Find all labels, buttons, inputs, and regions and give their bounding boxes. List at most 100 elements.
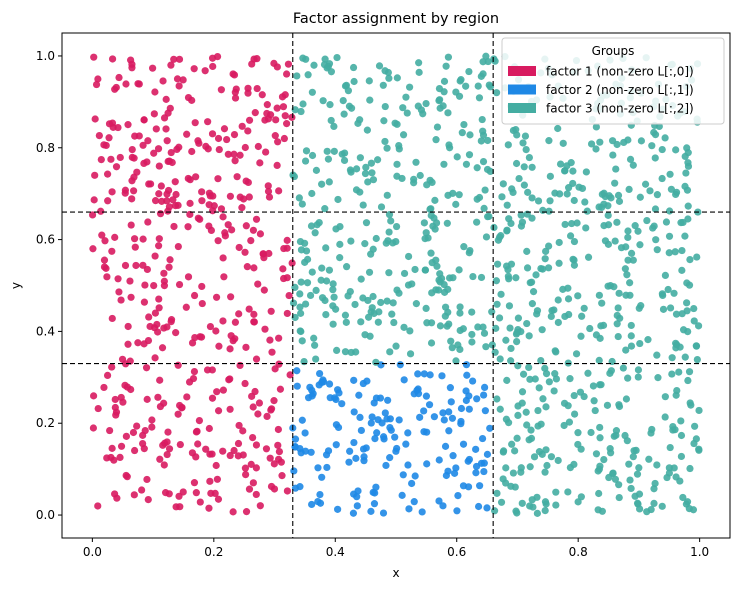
data-point bbox=[519, 370, 528, 378]
data-point bbox=[582, 224, 590, 232]
data-point bbox=[273, 63, 281, 71]
data-point bbox=[613, 311, 621, 320]
data-point bbox=[291, 106, 299, 114]
data-point bbox=[504, 272, 512, 280]
legend-entry-label: factor 2 (non-zero L[:,1]) bbox=[546, 83, 694, 97]
data-point bbox=[276, 385, 285, 393]
data-point bbox=[545, 242, 553, 250]
data-point bbox=[612, 165, 620, 173]
data-point bbox=[677, 431, 686, 440]
data-point bbox=[464, 457, 472, 465]
data-point bbox=[329, 286, 337, 294]
data-point bbox=[301, 300, 310, 308]
data-point bbox=[456, 345, 464, 354]
data-point bbox=[568, 219, 576, 228]
data-point bbox=[315, 219, 323, 227]
data-point bbox=[332, 225, 340, 233]
data-point bbox=[452, 88, 460, 96]
data-point bbox=[229, 508, 237, 516]
data-point bbox=[677, 452, 686, 461]
data-point bbox=[250, 264, 258, 272]
x-tick-label: 0.2 bbox=[204, 545, 223, 559]
data-point bbox=[345, 458, 353, 466]
data-point bbox=[373, 429, 381, 437]
data-point bbox=[595, 356, 603, 364]
data-point bbox=[230, 71, 239, 79]
data-point bbox=[448, 414, 457, 422]
data-point bbox=[477, 273, 486, 282]
data-point bbox=[389, 299, 397, 307]
data-point bbox=[263, 412, 271, 421]
legend-swatch bbox=[508, 103, 536, 113]
data-point bbox=[244, 89, 252, 97]
data-point bbox=[652, 236, 660, 244]
data-point bbox=[479, 323, 487, 331]
data-point bbox=[267, 307, 275, 315]
data-point bbox=[270, 397, 278, 405]
data-point bbox=[690, 317, 698, 325]
data-point bbox=[502, 464, 510, 472]
data-point bbox=[298, 337, 306, 345]
data-point bbox=[444, 53, 453, 61]
data-point bbox=[142, 364, 151, 372]
data-point bbox=[371, 434, 379, 443]
data-point bbox=[672, 190, 680, 198]
data-point bbox=[678, 266, 686, 274]
data-point bbox=[383, 297, 391, 305]
data-point bbox=[260, 286, 268, 294]
data-point bbox=[140, 116, 148, 124]
data-point bbox=[595, 489, 603, 498]
data-point bbox=[297, 107, 305, 116]
data-point bbox=[241, 464, 250, 472]
data-point bbox=[693, 355, 701, 364]
data-point bbox=[421, 266, 430, 274]
data-point bbox=[599, 321, 608, 329]
data-point bbox=[175, 492, 183, 500]
data-point bbox=[473, 218, 481, 226]
data-point bbox=[254, 410, 262, 418]
data-point bbox=[283, 309, 291, 318]
data-point bbox=[210, 202, 218, 210]
data-point bbox=[480, 467, 488, 476]
data-point bbox=[526, 463, 534, 471]
data-point bbox=[589, 382, 598, 390]
data-point bbox=[570, 460, 578, 468]
data-point bbox=[220, 273, 228, 281]
data-point bbox=[566, 375, 574, 383]
data-point bbox=[175, 280, 184, 289]
data-point bbox=[422, 229, 430, 237]
data-point bbox=[150, 282, 158, 290]
data-point bbox=[154, 393, 162, 401]
data-point bbox=[668, 354, 676, 362]
data-point bbox=[130, 154, 138, 162]
data-point bbox=[324, 155, 333, 163]
legend-entry-label: factor 3 (non-zero L[:,2]) bbox=[546, 102, 694, 116]
data-point bbox=[446, 144, 454, 152]
data-point bbox=[122, 80, 130, 88]
data-point bbox=[338, 400, 346, 408]
data-point bbox=[662, 218, 671, 226]
data-point bbox=[274, 138, 282, 146]
data-point bbox=[382, 461, 390, 470]
data-point bbox=[421, 235, 429, 243]
data-point bbox=[249, 403, 257, 411]
data-point bbox=[346, 447, 354, 455]
data-point bbox=[399, 471, 407, 479]
data-point bbox=[169, 196, 177, 204]
data-point bbox=[596, 138, 604, 146]
data-point bbox=[205, 504, 213, 512]
data-point bbox=[133, 422, 141, 430]
data-point bbox=[186, 176, 194, 184]
data-point bbox=[258, 91, 266, 99]
data-point bbox=[154, 328, 162, 336]
data-point bbox=[363, 126, 371, 134]
data-point bbox=[637, 302, 645, 310]
data-point bbox=[163, 450, 171, 459]
data-point bbox=[381, 102, 389, 111]
data-point bbox=[108, 444, 116, 452]
data-point bbox=[682, 169, 690, 177]
data-point bbox=[631, 222, 639, 230]
data-point bbox=[505, 302, 514, 310]
data-point bbox=[172, 190, 180, 199]
data-point bbox=[263, 101, 271, 109]
